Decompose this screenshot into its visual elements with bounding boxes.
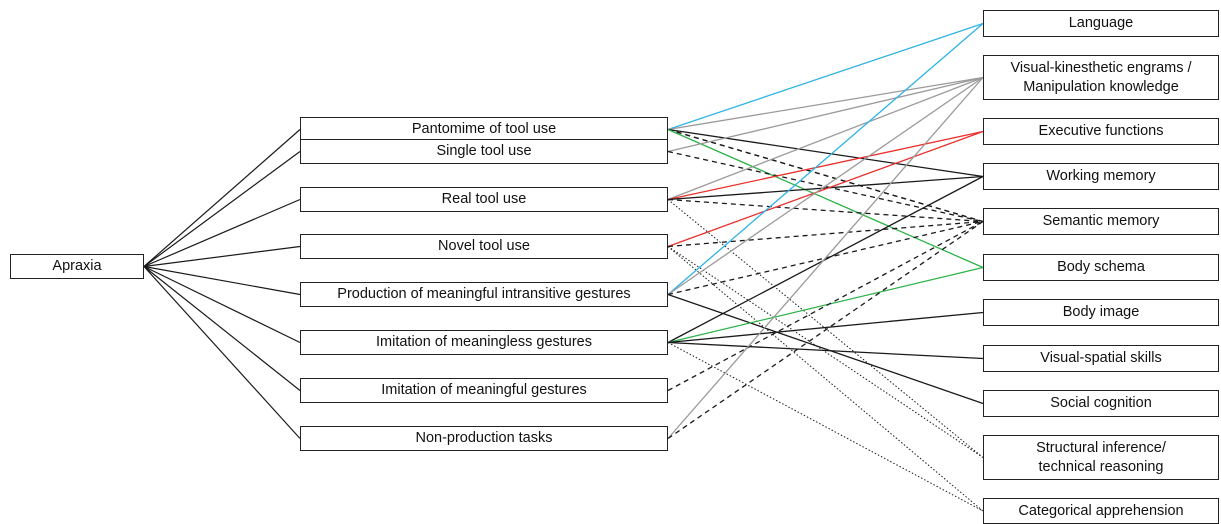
node-working-memory: Working memory — [983, 163, 1219, 190]
connection-t4-f8-black-solid — [667, 293, 984, 405]
node-imitation-meaningless-gestures: Imitation of meaningless gestures — [300, 330, 668, 355]
connection-t6-f4-black-dashed — [667, 220, 984, 392]
node-meaningful-intransitive-gestures: Production of meaningful intransitive ge… — [300, 282, 668, 307]
connection-t2-f9-black-dotted — [667, 199, 984, 458]
node-single-tool-use: Single tool use — [300, 139, 668, 164]
connection-t0-f0-blue-solid — [667, 22, 984, 131]
node-apraxia-label: Apraxia — [52, 258, 102, 275]
node-label-line-1: Visual-kinesthetic engrams / — [1010, 59, 1192, 76]
node-label: Language — [1068, 15, 1134, 32]
root-to-t2-line — [143, 198, 301, 268]
connection-t3-f10-black-dotted — [667, 246, 984, 512]
connection-t2-f1-gray-solid — [667, 76, 984, 201]
root-to-t3-line — [143, 245, 301, 268]
node-structural-inference: Structural inference/technical reasoning — [983, 435, 1219, 480]
connection-t0-f5-green-solid — [667, 128, 984, 269]
node-label: Imitation of meaningful gestures — [381, 382, 587, 399]
node-label-line-2: Manipulation knowledge — [1023, 78, 1179, 95]
node-non-production-tasks: Non-production tasks — [300, 426, 668, 451]
connection-t4-f0-blue-solid — [667, 23, 984, 295]
root-to-t0-line — [143, 129, 301, 267]
connection-t7-f1-gray-solid — [667, 77, 984, 439]
node-label: Pantomime of tool use — [411, 121, 557, 138]
node-label-line-1: Structural inference/ — [1036, 439, 1166, 456]
connection-t0-f1-gray-solid — [667, 76, 984, 131]
connection-t2-f2-red-solid — [667, 130, 984, 201]
node-label: Single tool use — [436, 143, 532, 160]
node-visual-spatial-skills: Visual-spatial skills — [983, 345, 1219, 372]
connection-t5-f6-black-solid — [667, 311, 984, 344]
root-to-t6-line — [143, 266, 301, 391]
node-label: Executive functions — [1038, 123, 1164, 140]
connection-t4-f1-gray-solid — [667, 76, 984, 296]
connection-t3-f2-red-solid — [667, 130, 984, 248]
root-to-t7-line — [143, 266, 301, 439]
node-label: Social cognition — [1050, 395, 1152, 412]
node-label: Production of meaningful intransitive ge… — [337, 286, 631, 303]
node-label-line-2: technical reasoning — [1038, 458, 1164, 475]
connection-t5-f3-black-solid — [667, 175, 984, 344]
node-semantic-memory: Semantic memory — [983, 208, 1219, 235]
connection-t1-f1-gray-solid — [667, 76, 984, 153]
connection-t2-f4-black-dashed — [667, 198, 984, 223]
node-label: Categorical apprehension — [1018, 502, 1184, 519]
node-label: Body schema — [1057, 259, 1145, 276]
node-body-schema: Body schema — [983, 254, 1219, 281]
node-pantomime-of-tool-use: Pantomime of tool use — [300, 117, 668, 142]
connection-t7-f4-black-dashed — [667, 220, 984, 440]
root-to-t5-line — [143, 265, 301, 344]
node-label: Body image — [1062, 304, 1140, 321]
node-label: Imitation of meaningless gestures — [376, 334, 592, 351]
node-label: Visual-spatial skills — [1040, 350, 1162, 367]
connection-t5-f5-green-solid — [667, 266, 984, 344]
node-label: Working memory — [1046, 168, 1156, 185]
node-label: Novel tool use — [438, 238, 530, 255]
node-categorical-apprehension: Categorical apprehension — [983, 498, 1219, 524]
node-label: Semantic memory — [1042, 213, 1160, 230]
node-visual-kinesthetic-engrams: Visual-kinesthetic engrams / Manipulation… — [983, 55, 1219, 100]
node-body-image: Body image — [983, 299, 1219, 326]
node-apraxia: Apraxia — [10, 254, 144, 279]
connection-t0-f4-black-dashed — [667, 128, 984, 223]
node-executive-functions: Executive functions — [983, 118, 1219, 145]
node-real-tool-use: Real tool use — [300, 187, 668, 212]
connection-t2-f3-black-solid — [667, 175, 984, 201]
node-novel-tool-use: Novel tool use — [300, 234, 668, 259]
connection-t3-f4-black-dashed — [667, 220, 984, 248]
node-label: Real tool use — [441, 191, 527, 208]
root-to-t4-line — [143, 265, 301, 296]
root-to-t1-line — [143, 151, 301, 267]
node-imitation-meaningful-gestures: Imitation of meaningful gestures — [300, 378, 668, 403]
node-language: Language — [983, 10, 1219, 37]
connection-t5-f10-black-dotted — [667, 342, 984, 512]
connection-t0-f3-black-solid — [667, 128, 984, 178]
node-label: Non-production tasks — [415, 430, 553, 447]
node-social-cognition: Social cognition — [983, 390, 1219, 417]
connection-t5-f7-black-solid — [667, 341, 984, 360]
